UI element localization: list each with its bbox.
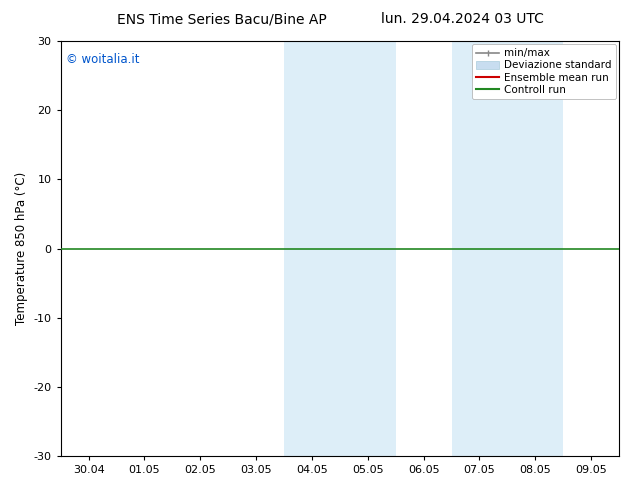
Bar (451, 41, 563, 456)
Y-axis label: Temperature 850 hPa (°C): Temperature 850 hPa (°C) (15, 172, 28, 325)
Legend: min/max, Deviazione standard, Ensemble mean run, Controll run: min/max, Deviazione standard, Ensemble m… (472, 44, 616, 99)
Bar (284, 41, 396, 456)
Text: © woitalia.it: © woitalia.it (67, 53, 139, 67)
Text: lun. 29.04.2024 03 UTC: lun. 29.04.2024 03 UTC (382, 12, 544, 26)
Text: ENS Time Series Bacu/Bine AP: ENS Time Series Bacu/Bine AP (117, 12, 327, 26)
